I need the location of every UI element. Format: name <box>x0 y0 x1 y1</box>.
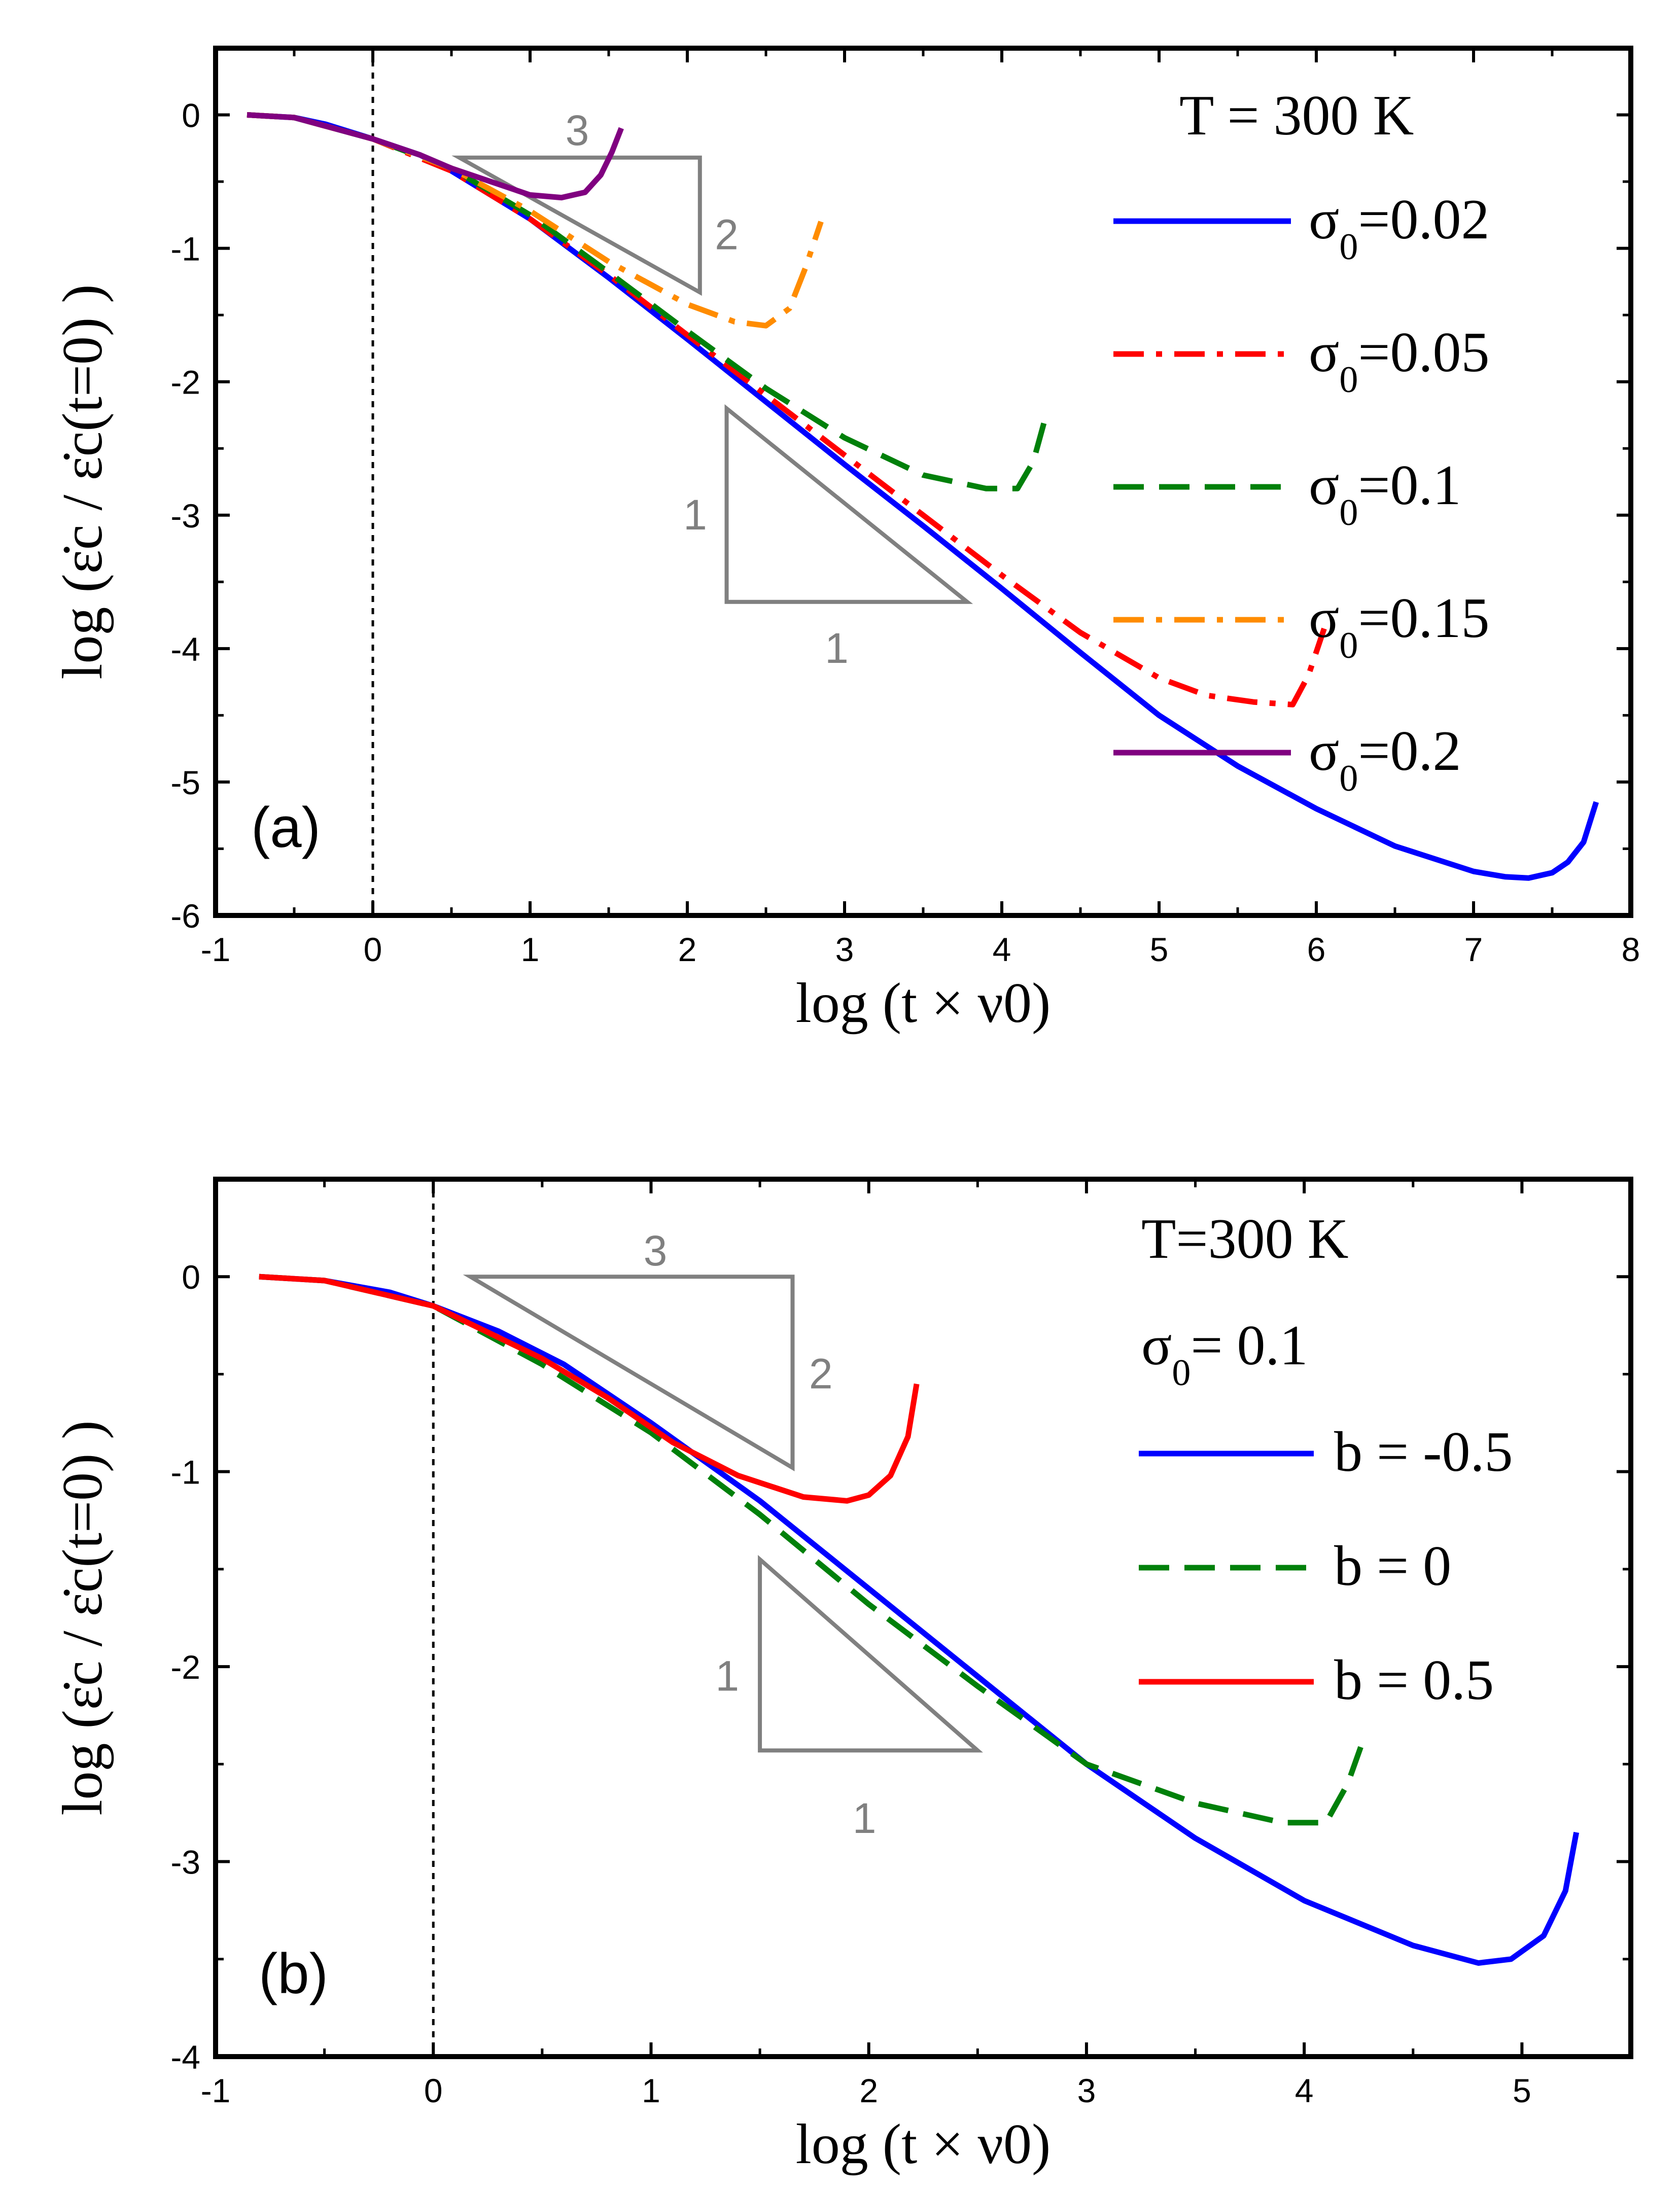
x-axis-label: log (t × ν0) <box>796 2113 1051 2176</box>
plot-frame <box>213 1177 1633 2059</box>
legend-label: σ0=0.1 <box>1309 454 1461 534</box>
x-tick-label: 1 <box>521 931 540 968</box>
legend-label: σ0=0.15 <box>1309 587 1490 666</box>
y-tick-label: -1 <box>170 1454 200 1491</box>
slope-triangle-0 <box>451 155 702 296</box>
x-tick-label: 5 <box>1513 2072 1531 2109</box>
y-tick-label: 0 <box>182 97 200 134</box>
y-tick-label: -1 <box>170 230 200 268</box>
y-tick-label: -2 <box>170 364 200 401</box>
panel-label: (a) <box>251 796 321 859</box>
slope-triangle-rise-label: 2 <box>809 1350 833 1397</box>
x-axis-label: log (t × ν0) <box>796 972 1051 1035</box>
legend-label: σ0=0.02 <box>1309 188 1490 268</box>
slope-triangle-rise-label: 1 <box>715 1652 739 1700</box>
y-tick-label: -6 <box>170 897 200 935</box>
panel-a: 3 2 1 1 -1 0 1 2 3 4 5 6 7 8 0 -1 -2 -3 -4 -5 -6 log (t × ν0)… <box>51 46 1640 1035</box>
series-line-4 <box>247 112 624 201</box>
x-tick-label: -1 <box>201 931 231 968</box>
y-tick-label: 0 <box>182 1258 200 1296</box>
x-tick-label: 5 <box>1150 931 1169 968</box>
slope-triangle-rise-label: 2 <box>715 210 739 258</box>
series-line-3 <box>247 112 824 329</box>
slope-triangle-run-label: 1 <box>825 624 849 672</box>
legend-label: σ0=0.2 <box>1309 720 1461 799</box>
x-tick-label: 7 <box>1464 931 1483 968</box>
x-tick-label: 0 <box>424 2072 443 2109</box>
slope-triangle-run-label: 3 <box>644 1227 668 1275</box>
x-tick-label: 2 <box>859 2072 878 2109</box>
panel-label: (b) <box>259 1942 328 2005</box>
x-tick-label: 6 <box>1307 931 1326 968</box>
panel-b: 3 2 1 1 -1 0 1 2 3 4 5 0 -1 -2 -3 -4 log (t × ν0) log (ε̇… <box>51 1177 1633 2176</box>
x-tick-label: 2 <box>678 931 697 968</box>
series-line-2 <box>259 1274 920 1504</box>
legend-subtitle: σ0= 0.1 <box>1141 1314 1308 1394</box>
slope-triangle-0 <box>463 1275 795 1472</box>
slope-triangle-run-label: 1 <box>853 1794 877 1842</box>
slope-triangle-run-label: 3 <box>566 107 589 154</box>
slope-triangle-1 <box>758 1554 983 1753</box>
x-tick-label: 0 <box>364 931 382 968</box>
x-tick-label: 8 <box>1622 931 1640 968</box>
x-tick-label: -1 <box>201 2072 231 2109</box>
slope-triangle-1 <box>724 404 973 604</box>
legend-label: σ0=0.05 <box>1309 321 1490 401</box>
y-tick-label: -4 <box>170 2038 200 2076</box>
y-tick-label: -3 <box>170 497 200 535</box>
series-line-1 <box>247 112 1327 708</box>
x-tick-label: 3 <box>1077 2072 1096 2109</box>
x-tick-label: 4 <box>1295 2072 1314 2109</box>
slope-triangle-rise-label: 1 <box>683 491 707 539</box>
y-tick-label: -2 <box>170 1648 200 1686</box>
series-line-0 <box>259 1274 1580 1966</box>
y-tick-label: -4 <box>170 630 200 668</box>
legend-label: b = 0 <box>1334 1535 1451 1598</box>
y-tick-label: -3 <box>170 1844 200 1881</box>
legend-title: T = 300 K <box>1179 84 1414 147</box>
x-tick-label: 1 <box>642 2072 660 2109</box>
legend-title: T=300 K <box>1141 1208 1348 1270</box>
y-axis-label: log (ε̇c / ε̇c(t=0) ) <box>51 284 114 679</box>
legend-label: b = -0.5 <box>1334 1421 1513 1483</box>
y-axis-label: log (ε̇c / ε̇c(t=0) ) <box>51 1420 114 1815</box>
legend-label: b = 0.5 <box>1334 1649 1494 1712</box>
x-tick-label: 4 <box>993 931 1011 968</box>
y-tick-label: -5 <box>170 764 200 801</box>
x-tick-label: 3 <box>835 931 854 968</box>
